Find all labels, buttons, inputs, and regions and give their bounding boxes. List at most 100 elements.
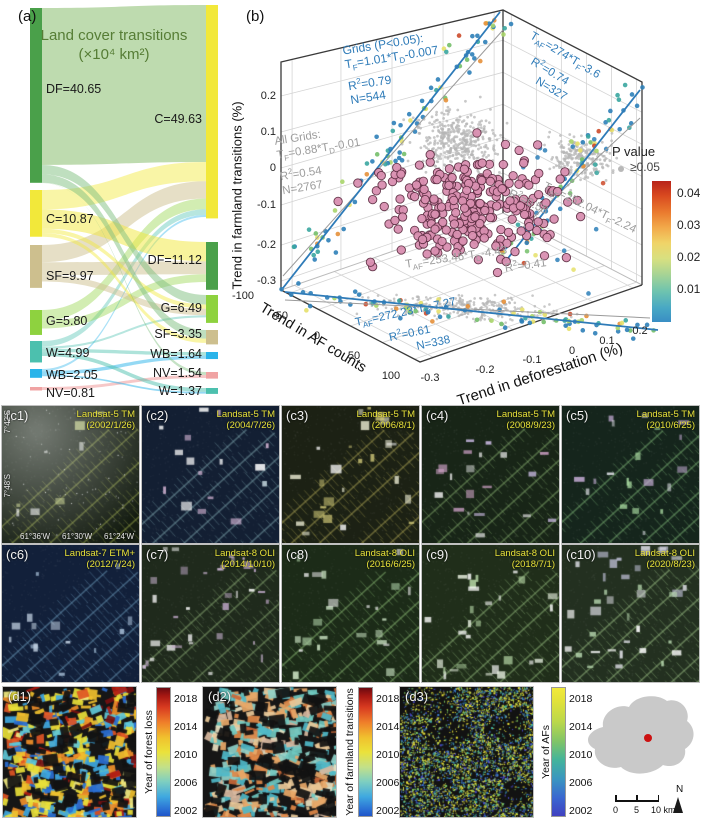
x-tick: -0.2 (475, 364, 495, 376)
sankey-node (30, 341, 42, 363)
colorbar-tick: 2010 (174, 749, 198, 761)
satellite-panel-c3: (c3) Landsat-5 TM (2006/8/1) (281, 405, 420, 544)
satellite-image-c7 (142, 545, 279, 682)
x-tick: 0.1 (599, 335, 615, 347)
acquisition-date: (2016/6/25) (366, 559, 415, 570)
satellite-image-c1 (2, 406, 139, 543)
sankey-node-label-g-right: G=6.49 (160, 301, 202, 315)
fit-line-gray-floor (284, 299, 651, 319)
map-panel-d2: (d2) (202, 686, 337, 818)
sankey-ribbon (42, 315, 206, 349)
latitude-label: 7°48'S (3, 474, 12, 498)
colorbar-d2 (358, 687, 373, 817)
satellite-panel-c7: (c7) Landsat-8 OLI (2014/10/10) (141, 544, 280, 683)
panel-c2-label: (c2) (146, 408, 169, 423)
sankey-ribbon (42, 374, 206, 394)
acquisition-date: (2018/7/1) (511, 559, 555, 570)
north-label: N (676, 784, 684, 795)
panel-c3-caption: Landsat-5 TM (2006/8/1) (357, 409, 415, 431)
satellite-panel-c2: (c2) Landsat-5 TM (2004/7/26) (141, 405, 280, 544)
acquisition-date: (2002/1/26) (86, 420, 135, 431)
sankey-node (206, 295, 218, 323)
panel-c1-label: (c1) (6, 408, 29, 423)
satellite-image-c9 (422, 545, 559, 682)
north-arrow-icon (673, 797, 683, 813)
sankey-ribbon (42, 274, 206, 329)
sankey-ribbon (42, 275, 206, 316)
sankey-node-label-w-left: W=4.99 (46, 346, 90, 360)
y-tick: 0.2 (260, 90, 276, 102)
scatter3d-svg (279, 9, 659, 363)
panel-c10-label: (c10) (566, 547, 596, 562)
z-tick: -50 (272, 310, 288, 322)
axes-box-edges (280, 9, 643, 363)
satellite-image-c8 (282, 545, 419, 682)
satellite-panel-c1: (c1) Landsat-5 TM (2002/1/26) 7°42'S 7°4… (1, 405, 140, 544)
acquisition-date: (2004/7/26) (226, 420, 275, 431)
sankey-node-label-wb-left: WB=2.05 (46, 368, 98, 382)
panel-c4-label: (c4) (426, 408, 449, 423)
region-outline (588, 696, 694, 774)
pvalue-tick: 0.04 (677, 186, 701, 200)
sankey-ribbon (42, 352, 206, 392)
pvalue-colorbar (652, 181, 671, 322)
sankey-node (206, 388, 218, 394)
longitude-label: 61°30'W (62, 532, 93, 541)
fit-line-gray-leftwall (282, 29, 504, 277)
sankey-node-label-wb-right: WB=1.64 (150, 347, 202, 361)
sensor-name: Landsat-8 OLI (214, 548, 275, 559)
panel-a-label: (a) (18, 8, 37, 25)
pvalue-tick: 0.03 (677, 218, 701, 232)
sankey-node (206, 352, 218, 360)
latitude-label: 7°42'S (3, 410, 12, 434)
pvalue-tick: 0.02 (677, 250, 701, 264)
sankey-node-label-nv-left: NV=0.81 (46, 386, 95, 400)
panel-d2-label: (d2) (208, 689, 232, 704)
sankey-ribbon (42, 261, 206, 276)
x-tick: 0.2 (632, 325, 648, 337)
colorbar-tick: 2006 (569, 777, 593, 789)
sankey-ribbon (42, 174, 206, 339)
panel-c5-label: (c5) (566, 408, 589, 423)
sankey-ribbon (42, 355, 206, 375)
sankey-ribbon (42, 209, 206, 347)
panel-c9-caption: Landsat-8 OLI (2018/7/1) (495, 548, 555, 570)
z-tick: 50 (347, 350, 361, 362)
panel-c7-caption: Landsat-8 OLI (2014/10/10) (215, 548, 275, 570)
panel-c5-caption: Landsat-5 TM (2010/6/25) (637, 409, 695, 431)
sankey-svg (30, 5, 218, 394)
sankey-node (30, 190, 42, 237)
panel-c8-caption: Landsat-8 OLI (2016/6/25) (355, 548, 415, 570)
y-tick: 0.1 (260, 126, 276, 138)
panel-b-label: (b) (246, 8, 265, 25)
panel-c6-caption: Landsat-7 ETM+ (2012/7/24) (65, 548, 136, 570)
colorbar-title-d1: Year of forest loss (143, 710, 155, 794)
acquisition-date: (2006/8/1) (371, 420, 415, 431)
study-area-inset-map (588, 696, 694, 774)
sensor-name: Landsat-5 TM (76, 409, 135, 420)
sankey-node (30, 245, 42, 288)
satellite-panel-c8: (c8) Landsat-8 OLI (2016/6/25) (281, 544, 420, 683)
satellite-panel-c4: (c4) Landsat-5 TM (2008/9/23) (421, 405, 560, 544)
satellite-panel-c5: (c5) Landsat-5 TM (2010/6/25) (561, 405, 700, 544)
sankey-ribbon (42, 164, 206, 305)
sankey-node (30, 369, 42, 378)
longitude-label: 61°36'W (20, 532, 51, 541)
sensor-name: Landsat-5 TM (636, 409, 695, 420)
panel-a-title-line1: Land cover transitions (40, 27, 188, 44)
z-tick: 0 (313, 330, 321, 342)
z-tick: 100 (381, 370, 401, 382)
sankey-node-label-c-right: C=49.63 (154, 112, 202, 126)
map-panel-d1: (d1) (2, 686, 137, 818)
colorbar-title-d3: Year of AFs (540, 725, 552, 779)
satellite-image-c4 (422, 406, 559, 543)
acquisition-date: (2012/7/24) (86, 559, 135, 570)
z-tick: -100 (231, 290, 255, 302)
colorbar-tick: 2014 (569, 721, 593, 733)
x-tick: 0 (568, 345, 576, 357)
sankey-ribbon (42, 181, 206, 263)
farmland-transitions-map (203, 687, 336, 817)
forest-loss-map (3, 687, 136, 817)
sankey-node-label-sf-right: SF=3.35 (154, 327, 202, 341)
